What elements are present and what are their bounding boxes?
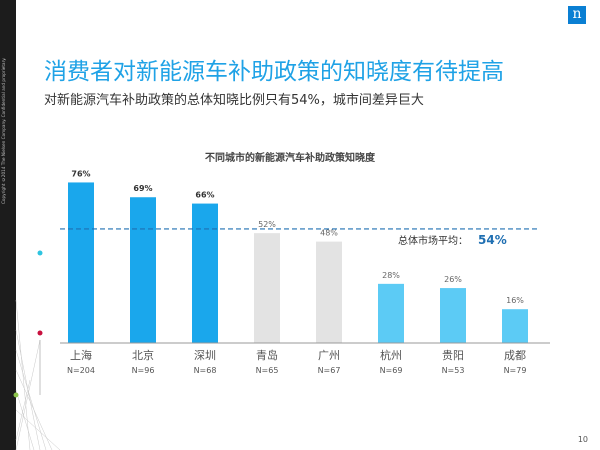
bar-value-label: 66% (195, 191, 214, 200)
sample-size-label: N=65 (256, 366, 279, 375)
category-label: 成都 (504, 349, 526, 362)
sample-size-label: N=69 (380, 366, 403, 375)
category-label: 深圳 (194, 349, 216, 362)
chart-title: 不同城市的新能源汽车补助政策知晓度 (205, 151, 376, 164)
bar-value-label: 26% (444, 275, 462, 284)
category-label: 杭州 (380, 348, 402, 362)
nielsen-logo: n (568, 6, 586, 24)
bar-value-label: 48% (320, 229, 338, 238)
sample-size-label: N=67 (318, 366, 341, 375)
bar-6 (378, 283, 404, 343)
sample-size-label: N=53 (442, 366, 465, 375)
decorative-dot-green (13, 392, 19, 398)
bar-4 (254, 233, 280, 343)
sample-size-label: N=204 (67, 366, 95, 375)
bar-value-label: 16% (506, 296, 524, 305)
bar-8 (502, 309, 528, 343)
average-reference-label: 总体市场平均： (398, 234, 468, 247)
bar-value-label: 76% (71, 169, 90, 178)
decorative-dot-cyan (37, 250, 43, 256)
category-label: 北京 (132, 348, 154, 362)
category-label: 贵阳 (442, 349, 464, 362)
sample-size-label: N=79 (504, 366, 527, 375)
bar-3 (192, 203, 218, 343)
category-label: 广州 (318, 349, 340, 362)
page-title: 消费者对新能源车补助政策的知晓度有待提高 (44, 59, 504, 85)
bar-7 (440, 288, 466, 343)
bar-value-label: 28% (382, 271, 400, 280)
page-subtitle: 对新能源汽车补助政策的总体知晓比例只有54%，城市间差异巨大 (44, 93, 424, 108)
sample-size-label: N=96 (132, 366, 155, 375)
bar-value-label: 52% (258, 220, 276, 229)
bar-value-label: 69% (133, 184, 152, 193)
bar-5 (316, 241, 342, 343)
decorative-dot-red (37, 330, 43, 336)
bar-1 (68, 182, 94, 343)
category-label: 上海 (70, 348, 92, 362)
average-reference-value: 54% (478, 233, 507, 247)
page-number: 10 (577, 435, 588, 444)
left-decorative-band: Copyright ©2014 The Nielsen Company. Con… (0, 0, 16, 450)
category-label: 青岛 (256, 348, 278, 362)
bar-2 (130, 197, 156, 343)
sample-size-label: N=68 (194, 366, 217, 375)
